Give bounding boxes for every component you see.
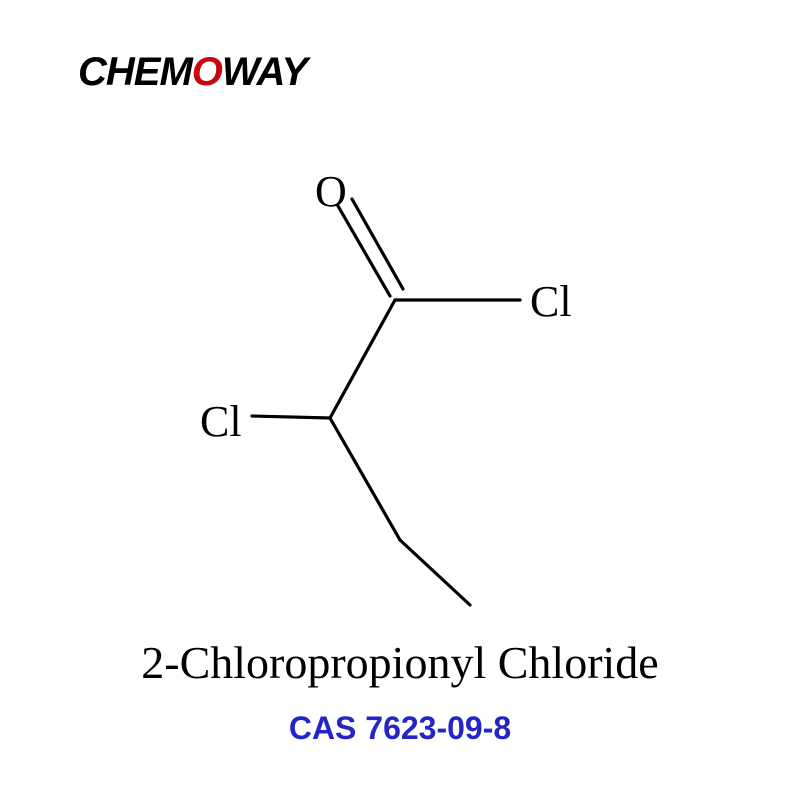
cas-number: CAS 7623-09-8 xyxy=(0,710,800,747)
atom-label-O: O xyxy=(315,170,347,214)
bond-c-c-1 xyxy=(330,300,395,418)
bond-c-ch3 xyxy=(400,540,470,605)
bond-c-c-2 xyxy=(330,418,400,540)
compound-name: 2-Chloropropionyl Chloride xyxy=(0,636,800,689)
atom-label-Cl-left: Cl xyxy=(200,400,242,444)
atom-label-Cl-top: Cl xyxy=(530,280,572,324)
bond-c-cl-left xyxy=(252,416,330,418)
